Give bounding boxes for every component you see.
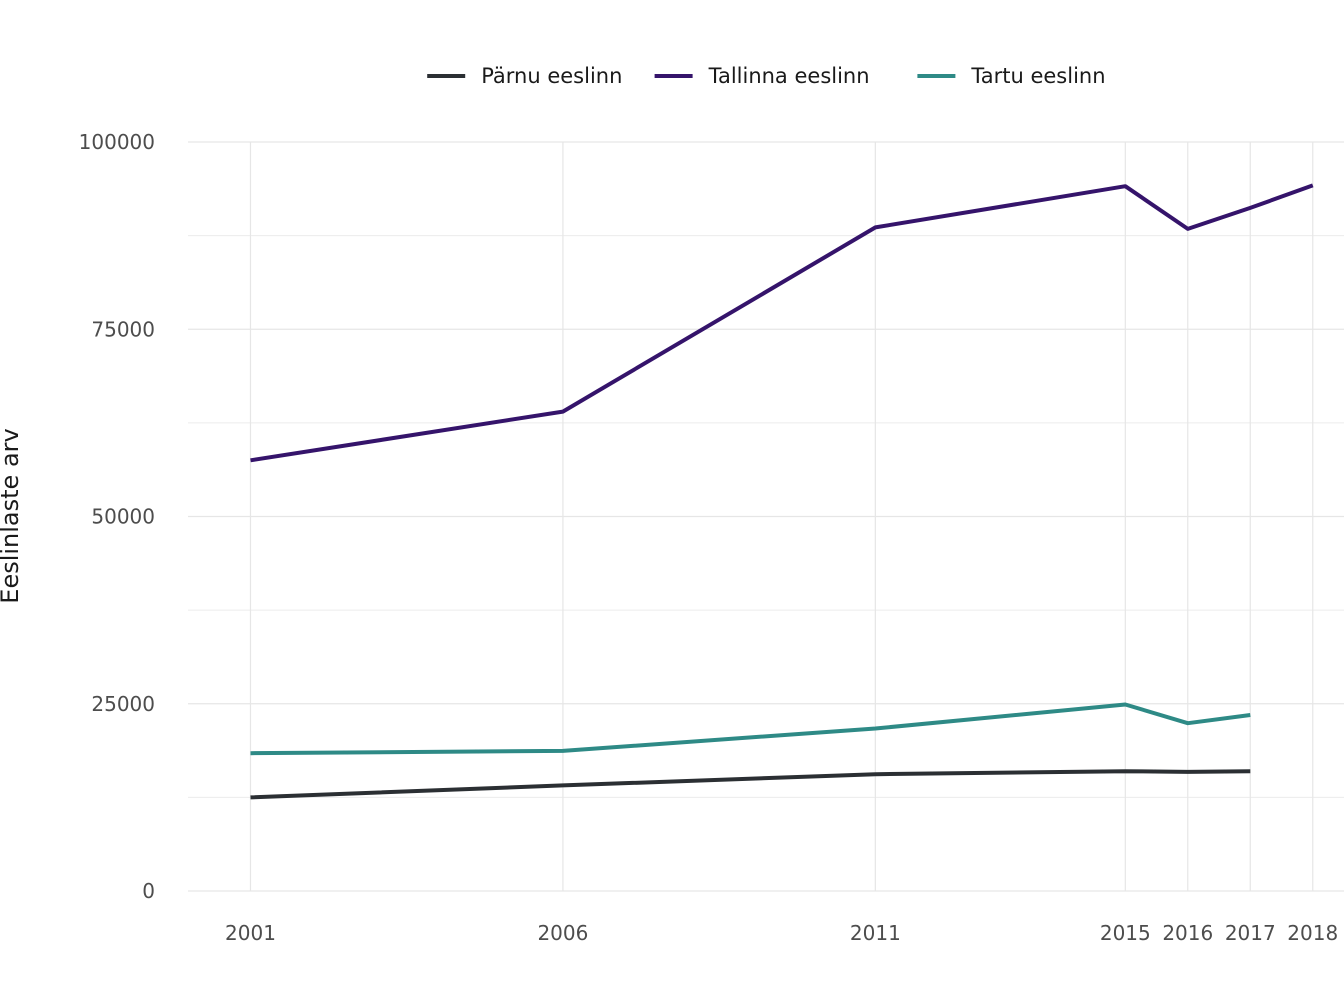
x-tick-label: 2017 [1225,921,1276,945]
y-axis-title: Eeslinlaste arv [0,428,24,603]
y-tick-label: 25000 [91,692,155,716]
x-tick-label: 2001 [225,921,276,945]
series-lines [250,183,1314,800]
x-tick-label: 2018 [1287,921,1338,945]
series-line [250,769,1251,800]
legend: Pärnu eeslinn Tallinna eeslinn Tartu eesli… [427,64,1106,88]
x-axis-ticks: 2001 2006 2011 2015 2016 2017 2018 [225,921,1338,945]
grid-lines [188,141,1344,892]
x-tick-label: 2016 [1162,921,1213,945]
x-tick-label: 2015 [1100,921,1151,945]
y-tick-label: 0 [142,879,155,903]
series-line [250,183,1314,463]
y-tick-label: 50000 [91,505,155,529]
x-tick-label: 2006 [537,921,588,945]
y-axis-ticks: 0 25000 50000 75000 100000 [79,130,155,903]
y-tick-label: 100000 [79,130,155,154]
series-line [250,702,1251,756]
y-tick-label: 75000 [91,317,155,341]
legend-label: Tallinna eeslinn [708,64,870,88]
legend-label: Tartu eeslinn [970,64,1105,88]
x-tick-label: 2011 [850,921,901,945]
legend-label: Pärnu eeslinn [481,64,622,88]
